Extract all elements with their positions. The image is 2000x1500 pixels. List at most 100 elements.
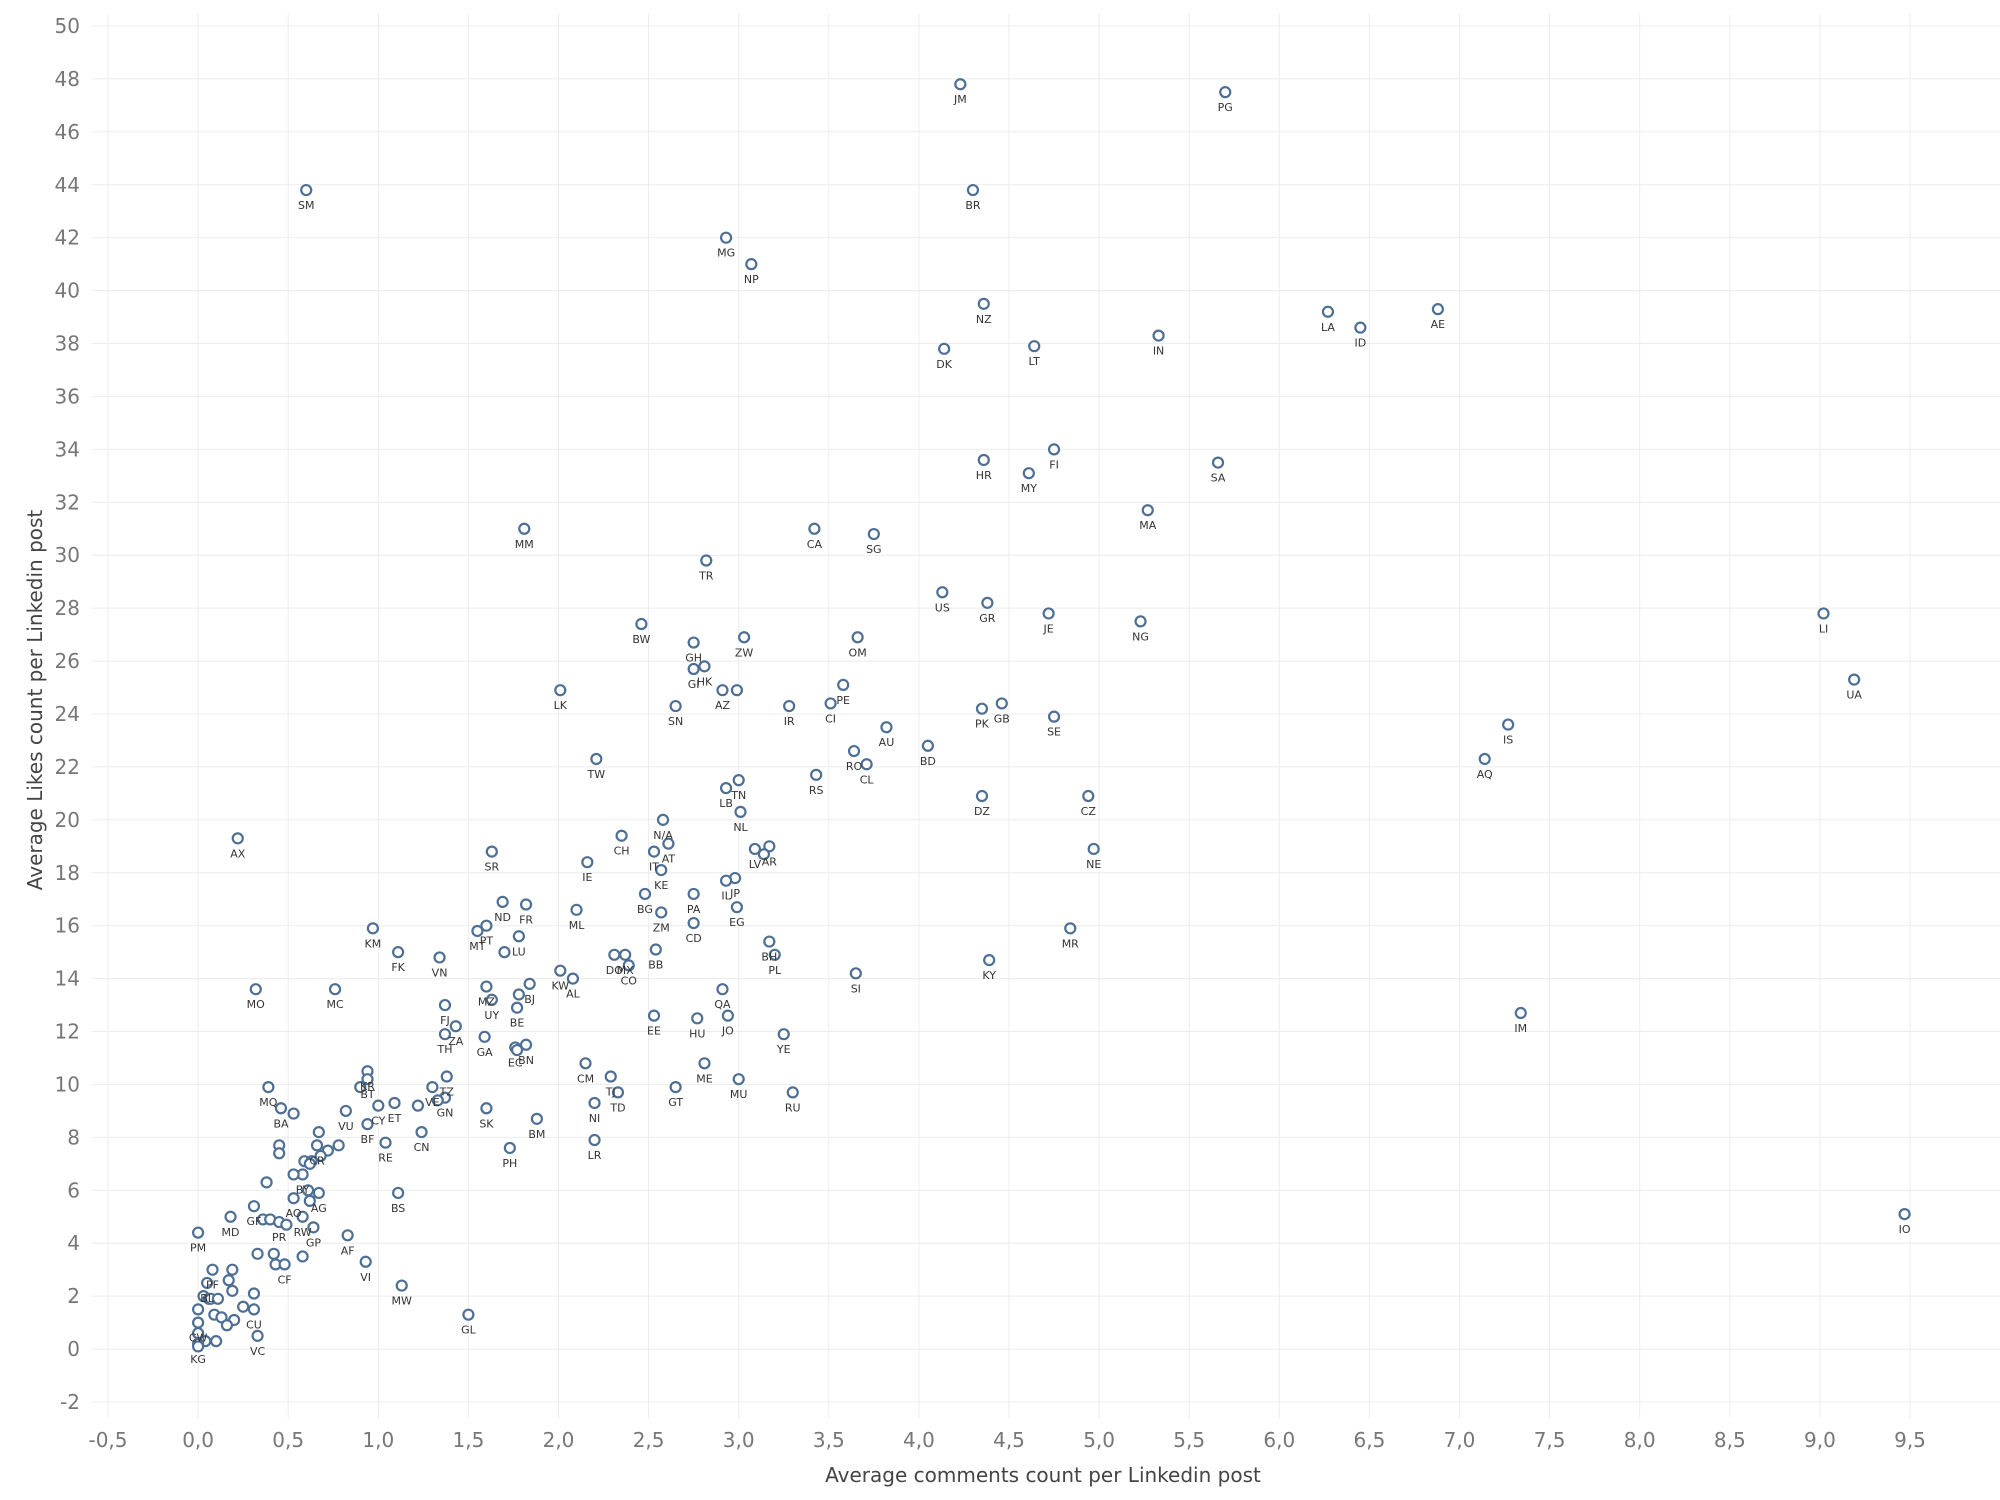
point-label: AE <box>1431 318 1446 331</box>
data-point <box>588 1096 601 1110</box>
data-point <box>519 1038 533 1051</box>
data-point <box>1082 789 1095 803</box>
point-label: SR <box>485 861 500 874</box>
data-point <box>738 631 751 644</box>
data-point <box>226 1263 239 1276</box>
data-point <box>983 953 996 967</box>
y-tick-label: 38 <box>55 332 80 356</box>
data-point <box>312 1125 325 1139</box>
point-label: MM <box>515 538 534 551</box>
data-point <box>332 1139 345 1152</box>
data-point <box>312 1186 325 1200</box>
point-label: NG <box>1132 630 1149 643</box>
point-label: CZ <box>1081 805 1097 818</box>
point-label: GI <box>688 678 700 691</box>
point-label: AX <box>230 847 246 860</box>
x-tick-label: 4,0 <box>903 1428 935 1452</box>
data-point <box>210 1335 223 1348</box>
data-point <box>691 1012 704 1025</box>
data-point <box>786 1086 799 1099</box>
data-point <box>519 898 533 911</box>
point-label: AU <box>879 736 895 749</box>
data-point <box>975 789 989 803</box>
data-point <box>1134 615 1147 628</box>
point-label: SM <box>298 199 314 212</box>
point-label: GF <box>247 1215 262 1228</box>
y-tick-label: -2 <box>60 1390 80 1414</box>
data-point <box>1817 607 1830 620</box>
point-label: AF <box>341 1244 355 1257</box>
data-point <box>655 864 668 877</box>
data-point <box>554 964 567 977</box>
data-point <box>361 1118 374 1131</box>
x-axis-title: Average comments count per Linkedin post <box>825 1463 1261 1487</box>
point-label: N/A <box>653 829 673 842</box>
point-label: IR <box>784 715 795 728</box>
data-point <box>921 739 935 752</box>
data-point <box>251 1247 264 1260</box>
point-label: KG <box>190 1353 206 1366</box>
point-label: ND <box>494 911 511 924</box>
data-point <box>1028 340 1041 353</box>
data-point <box>851 631 864 644</box>
data-point <box>867 527 880 541</box>
data-point <box>763 935 776 948</box>
point-label: EE <box>647 1025 661 1038</box>
data-point <box>287 1107 300 1120</box>
data-point <box>341 1229 354 1242</box>
point-label: RW <box>294 1226 312 1239</box>
data-point <box>278 1258 291 1271</box>
point-label: RU <box>785 1101 801 1114</box>
point-label: AO <box>286 1207 302 1220</box>
point-label: CI <box>825 712 836 725</box>
y-tick-label: 24 <box>55 702 80 726</box>
data-point <box>192 1340 205 1353</box>
data-point <box>570 903 583 916</box>
data-point <box>936 586 949 599</box>
y-tick-label: 26 <box>55 649 80 673</box>
point-label: VN <box>432 966 448 979</box>
point-label: AQ <box>1477 768 1493 781</box>
point-label: BJ <box>524 993 535 1006</box>
data-point <box>485 845 498 858</box>
point-label: MQ <box>259 1096 277 1109</box>
point-label: PE <box>836 694 850 707</box>
data-point <box>1022 467 1035 480</box>
data-point <box>449 1020 462 1033</box>
y-tick-label: 42 <box>55 226 80 250</box>
point-label: CY <box>371 1115 385 1128</box>
point-label: BA <box>273 1117 289 1130</box>
point-label: BN <box>518 1054 534 1067</box>
y-tick-label: 6 <box>67 1178 80 1202</box>
data-point <box>224 1210 237 1223</box>
point-label: PL <box>768 964 782 977</box>
data-point <box>687 636 700 649</box>
data-point <box>496 895 509 908</box>
point-label: AG <box>311 1202 327 1215</box>
data-point <box>438 1028 452 1041</box>
data-point <box>777 1028 790 1041</box>
point-label: LK <box>554 699 568 712</box>
data-point <box>734 805 747 819</box>
y-tick-label: 50 <box>55 14 80 38</box>
data-point <box>372 1099 385 1112</box>
data-point <box>339 1104 352 1118</box>
data-point <box>354 1081 367 1094</box>
point-label: LU <box>512 945 526 958</box>
data-point <box>478 1030 491 1043</box>
point-label: GR <box>979 612 996 625</box>
point-label: TN <box>730 789 746 802</box>
point-label: DK <box>936 358 952 371</box>
point-label: CA <box>807 538 823 551</box>
point-label: SE <box>1047 726 1061 739</box>
data-point <box>1354 321 1367 334</box>
point-label: FR <box>519 914 533 927</box>
data-point <box>716 684 729 697</box>
data-point <box>588 1133 601 1147</box>
data-point <box>581 856 594 869</box>
point-label: FJ <box>440 1014 450 1027</box>
data-point <box>226 1284 239 1297</box>
x-tick-label: 0,5 <box>272 1428 304 1452</box>
point-label: KM <box>365 937 382 950</box>
